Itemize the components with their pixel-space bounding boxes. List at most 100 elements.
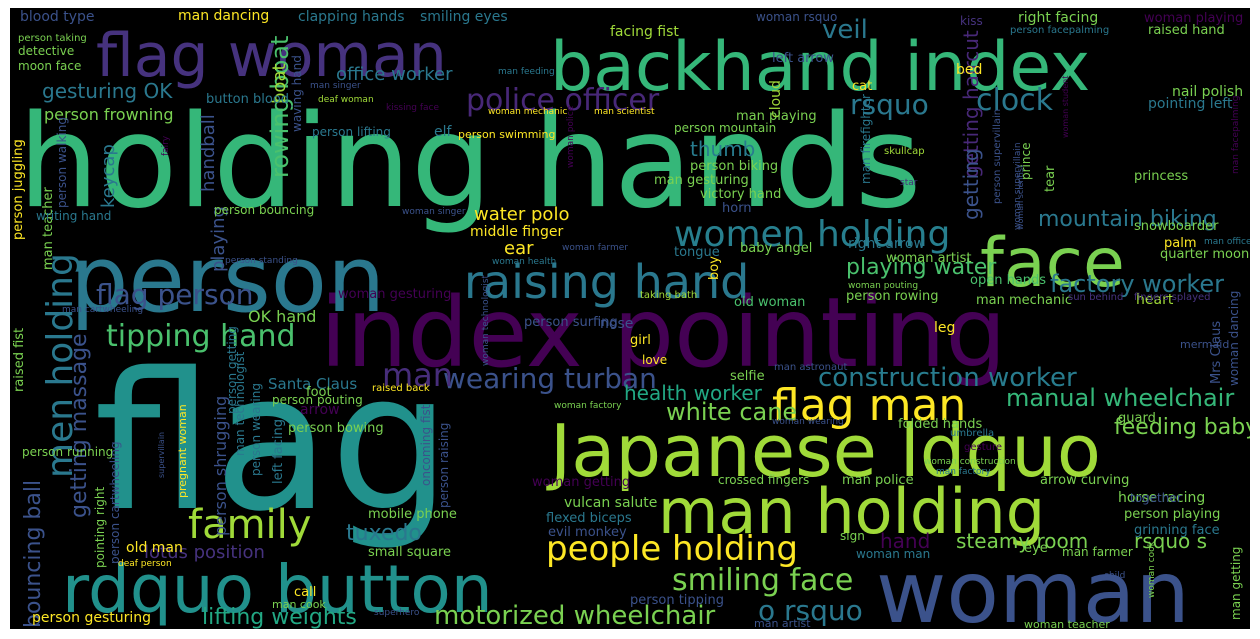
- word-raising-hand: raising hand: [464, 255, 749, 309]
- word-man-office: man office: [1204, 237, 1250, 247]
- word-person-bowing: person bowing: [288, 421, 384, 436]
- word-person-facepalming: person facepalming: [1010, 25, 1109, 36]
- word-person-lifting: person lifting: [312, 125, 391, 139]
- word-woman-mechanic: woman mechanic: [488, 107, 567, 117]
- word-woman-supervillain: woman supervillain: [1013, 142, 1023, 230]
- word-old-woman: old woman: [734, 295, 805, 310]
- word-santa-claus: Santa Claus: [268, 375, 357, 393]
- word-flag-woman: flag woman: [96, 21, 447, 91]
- word-baby-angel: baby angel: [740, 241, 812, 256]
- word-taking-bath: taking bath: [640, 290, 697, 301]
- word-raised-back: raised back: [372, 383, 430, 394]
- word-person-swimming: person swimming: [458, 128, 555, 141]
- word-man-technologist: man technologist: [233, 351, 247, 456]
- word-deaf-person: deaf person: [118, 559, 172, 569]
- word-moon-face: moon face: [18, 59, 81, 73]
- word-person-bouncing: person bouncing: [214, 203, 314, 217]
- word-man-farmer: man farmer: [1062, 545, 1133, 559]
- word-gesture: gesture: [964, 442, 1002, 453]
- word-person-getting: person getting: [225, 326, 239, 414]
- word-women-holding: women holding: [674, 214, 950, 255]
- word-person-taking: person taking: [18, 33, 87, 44]
- word-right-arrow: right arrow: [848, 236, 925, 252]
- word-woman-student: woman student: [1061, 76, 1070, 138]
- word-person-supervillain: person supervillain: [992, 109, 1003, 204]
- word-man-gesturing: man gesturing: [654, 173, 749, 188]
- word-snowboarder: snowboarder: [1134, 219, 1219, 234]
- word-deaf-woman: deaf woman: [318, 95, 374, 105]
- word-right-facing: right facing: [1018, 10, 1098, 26]
- word-mountain-biking: mountain biking: [1038, 207, 1217, 232]
- word-woman-police: woman police: [566, 105, 576, 168]
- word-getting-haircut: getting haircut: [959, 30, 983, 178]
- word-smiling-face: smiling face: [672, 563, 853, 598]
- word-rsquo: rsquo: [850, 88, 929, 121]
- word-index-pointing: index pointing: [320, 277, 1006, 389]
- word-detective: detective: [18, 44, 74, 58]
- word-person-mountain: person mountain: [674, 121, 776, 135]
- word-woman-man: woman man: [856, 547, 930, 561]
- word-woman-pouting: woman pouting: [848, 281, 918, 291]
- word-leg: leg: [934, 320, 955, 336]
- word-man-cartwheeling: man cartwheeling: [62, 305, 143, 315]
- word-supervillain: supervillain: [157, 432, 166, 478]
- word-person-playing: person playing: [1124, 507, 1220, 522]
- word-tear: tear: [1043, 165, 1058, 192]
- word-victory-hand: victory hand: [700, 187, 781, 202]
- word-person-surfing: person surfing: [524, 315, 618, 330]
- word-facing-fist: facing fist: [610, 24, 679, 40]
- word-man-artist: man artist: [754, 617, 811, 629]
- word-blood-type: blood type: [20, 9, 95, 25]
- word-fairy: fairy: [161, 135, 171, 156]
- word-water-polo: water polo: [474, 204, 569, 225]
- word-princess: princess: [1134, 169, 1188, 184]
- word-woman-gesturing: woman gesturing: [338, 287, 451, 302]
- word-love: love: [642, 353, 667, 367]
- word-man-police: man police: [842, 473, 914, 488]
- word-evil-monkey: evil monkey: [548, 525, 627, 540]
- word-keycap: keycap: [98, 144, 119, 208]
- word-man-cook: man cook: [272, 598, 326, 611]
- word-playing-water: playing water: [846, 255, 997, 280]
- word-umbrella: umbrella: [950, 428, 994, 439]
- word-raised-hand: raised hand: [1148, 23, 1225, 38]
- word-cloud: cloud: [768, 80, 784, 118]
- word-woman: woman: [876, 543, 1190, 629]
- word-man-mechanic: man mechanic: [976, 293, 1072, 308]
- word-clapping-hands: clapping hands: [298, 9, 405, 25]
- word-mrs-claus: Mrs Claus: [1209, 321, 1224, 384]
- word-quarter-moon: quarter moon: [1160, 247, 1249, 262]
- word-man-singer: man singer: [310, 81, 361, 91]
- word-face: face: [980, 224, 1125, 303]
- word-man-factory: man factory: [936, 467, 991, 477]
- word-tipping-hand: tipping hand: [106, 319, 296, 354]
- word-health-worker: health worker: [624, 381, 763, 405]
- word-man-holding: man holding: [658, 475, 1045, 548]
- word-man: man: [382, 356, 453, 394]
- word-arrow: arrow: [300, 402, 340, 418]
- word-backhand-index: backhand index: [550, 28, 1090, 107]
- word-together: together: [1130, 491, 1182, 505]
- cloud-background: [10, 8, 1250, 629]
- word-woman-construction: woman construction: [924, 457, 1016, 467]
- word-sun-behind: sun behind: [1068, 292, 1123, 303]
- word-woman-artist: woman artist: [886, 251, 971, 266]
- word-oncoming-fist: oncoming fist: [419, 404, 433, 486]
- word-bouncing-ball: bouncing ball: [21, 480, 46, 628]
- word-person-raising: person raising: [437, 423, 451, 508]
- word-motorized-wheelchair: motorized wheelchair: [434, 601, 716, 629]
- word-person-standing: person standing: [225, 256, 298, 266]
- word-o-rsquo: o rsquo: [758, 594, 863, 627]
- word-holding-hands: holding hands: [18, 88, 922, 237]
- word-pregnant-woman: pregnant woman: [176, 404, 189, 498]
- word-getting: getting: [959, 148, 983, 220]
- word-rsquo-s: rsquo s: [1134, 529, 1207, 553]
- word-superhero: superhero: [374, 608, 420, 618]
- word-person-biking: person biking: [690, 159, 778, 174]
- word-heart: heart: [1136, 292, 1174, 308]
- word-man-teacher: man teacher: [41, 187, 56, 270]
- word-guard: guard: [1118, 411, 1156, 426]
- word-person-walking: person walking: [55, 117, 69, 208]
- word-left-arrow: left arrow: [772, 51, 834, 66]
